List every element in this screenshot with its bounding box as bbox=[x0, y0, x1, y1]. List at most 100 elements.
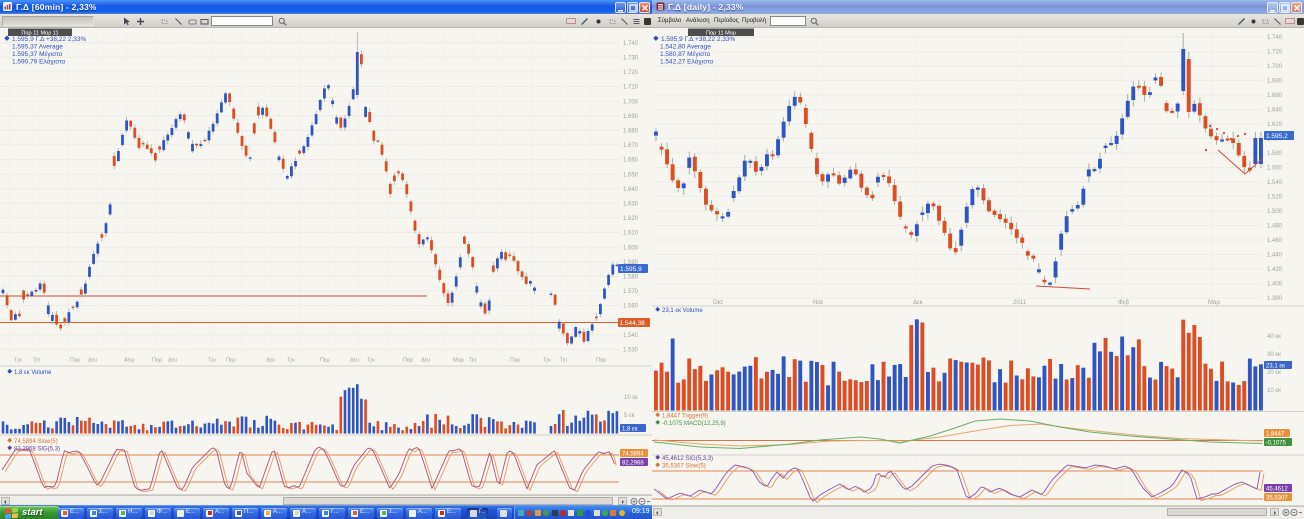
svg-text:Τρι: Τρι bbox=[543, 358, 551, 364]
svg-text:Παρ: Παρ bbox=[596, 358, 606, 364]
svg-text:Φεβ: Φεβ bbox=[1118, 300, 1129, 306]
svg-text:1,8447 Trigger(9): 1,8447 Trigger(9) bbox=[662, 414, 708, 420]
svg-text:Πεμ: Πεμ bbox=[320, 358, 330, 364]
svg-text:1.540: 1.540 bbox=[623, 333, 639, 339]
svg-text:1.660: 1.660 bbox=[1267, 93, 1283, 99]
svg-text:82,2968: 82,2968 bbox=[622, 461, 644, 467]
svg-text:Δευ: Δευ bbox=[88, 358, 97, 364]
svg-text:-0,1075 MACD(12,25,9): -0,1075 MACD(12,25,9) bbox=[662, 421, 726, 427]
svg-text:1.595,2: 1.595,2 bbox=[1266, 133, 1288, 140]
svg-text:1.542,80 Average: 1.542,80 Average bbox=[660, 44, 711, 51]
svg-text:1.595,37 Average: 1.595,37 Average bbox=[12, 44, 63, 51]
svg-text:23,1 εκ: 23,1 εκ bbox=[1266, 364, 1286, 370]
svg-text:1.630: 1.630 bbox=[623, 202, 639, 208]
svg-text:1.740: 1.740 bbox=[1267, 35, 1283, 41]
svg-text:1.670: 1.670 bbox=[623, 143, 639, 149]
svg-text:1.420: 1.420 bbox=[1267, 267, 1283, 273]
svg-text:Οκτ: Οκτ bbox=[713, 300, 724, 306]
svg-text:1.520: 1.520 bbox=[1267, 195, 1283, 201]
svg-text:1.580: 1.580 bbox=[1267, 151, 1283, 157]
svg-text:1.690: 1.690 bbox=[623, 114, 639, 120]
svg-text:Τετ: Τετ bbox=[33, 358, 41, 364]
svg-text:1.710: 1.710 bbox=[623, 85, 639, 91]
svg-text:Δευ: Δευ bbox=[421, 358, 430, 364]
svg-text:Παρ: Παρ bbox=[403, 358, 413, 364]
svg-text:10 εκ: 10 εκ bbox=[1267, 388, 1282, 394]
svg-text:Δευ: Δευ bbox=[168, 358, 177, 364]
svg-text:1.380: 1.380 bbox=[1267, 296, 1283, 302]
svg-text:23,1 εκ Volume: 23,1 εκ Volume bbox=[662, 308, 703, 314]
svg-text:1.600: 1.600 bbox=[623, 245, 639, 251]
svg-text:1.590,79 Ελάχιστο: 1.590,79 Ελάχιστο bbox=[12, 58, 66, 66]
svg-text:1.680: 1.680 bbox=[623, 129, 639, 135]
svg-text:Μαρ: Μαρ bbox=[453, 358, 464, 364]
svg-text:1.590: 1.590 bbox=[623, 260, 639, 266]
svg-text:Παρ: Παρ bbox=[510, 358, 520, 364]
svg-text:1.580: 1.580 bbox=[623, 275, 639, 281]
svg-text:1.570: 1.570 bbox=[623, 289, 639, 295]
svg-text:Παρ: Παρ bbox=[70, 358, 80, 364]
svg-text:-0,1075: -0,1075 bbox=[1266, 441, 1287, 447]
svg-text:1.650: 1.650 bbox=[623, 172, 639, 178]
svg-text:1.560: 1.560 bbox=[623, 304, 639, 310]
svg-text:30 εκ: 30 εκ bbox=[1267, 352, 1282, 358]
svg-text:1.544,38: 1.544,38 bbox=[620, 320, 646, 327]
svg-text:20 εκ: 20 εκ bbox=[1267, 370, 1282, 376]
svg-text:1.700: 1.700 bbox=[623, 99, 639, 105]
svg-text:1.720: 1.720 bbox=[623, 70, 639, 76]
svg-text:1.620: 1.620 bbox=[623, 216, 639, 222]
svg-text:1.660: 1.660 bbox=[623, 158, 639, 164]
svg-text:Νοε: Νοε bbox=[813, 300, 824, 306]
svg-text:Παρ: Παρ bbox=[152, 358, 162, 364]
svg-text:Τρι: Τρι bbox=[14, 358, 22, 364]
svg-text:1.720: 1.720 bbox=[1267, 50, 1283, 56]
svg-text:2011: 2011 bbox=[1013, 300, 1027, 306]
svg-text:1.595,9 Γ.Δ +38,22 2,33%: 1.595,9 Γ.Δ +38,22 2,33% bbox=[661, 36, 735, 43]
svg-text:Δευ: Δευ bbox=[266, 358, 275, 364]
svg-text:1.580,87 Μέγιστο: 1.580,87 Μέγιστο bbox=[660, 50, 711, 58]
svg-text:Δεκ: Δεκ bbox=[913, 300, 924, 306]
svg-text:Απρ: Απρ bbox=[124, 358, 135, 364]
svg-text:1.700: 1.700 bbox=[1267, 64, 1283, 70]
svg-text:Δευ: Δευ bbox=[350, 358, 359, 364]
svg-text:45,4612 SIG(5,3,3): 45,4612 SIG(5,3,3) bbox=[662, 456, 713, 462]
svg-text:Τρι: Τρι bbox=[287, 358, 295, 364]
svg-text:1,8 εκ: 1,8 εκ bbox=[622, 427, 639, 433]
svg-text:1.560: 1.560 bbox=[1267, 166, 1283, 172]
svg-text:74,5894: 74,5894 bbox=[622, 452, 644, 458]
svg-text:5 εκ: 5 εκ bbox=[624, 413, 636, 419]
svg-text:Τετ: Τετ bbox=[469, 358, 477, 364]
svg-text:1,8447: 1,8447 bbox=[1266, 432, 1285, 438]
svg-text:1.595,9: 1.595,9 bbox=[620, 266, 642, 273]
svg-text:1.640: 1.640 bbox=[1267, 108, 1283, 114]
svg-text:1.640: 1.640 bbox=[623, 187, 639, 193]
svg-text:1.610: 1.610 bbox=[623, 231, 639, 237]
svg-text:1.730: 1.730 bbox=[623, 56, 639, 62]
svg-text:Πεμ: Πεμ bbox=[226, 358, 236, 364]
svg-text:1.740: 1.740 bbox=[623, 41, 639, 47]
svg-text:Τρι: Τρι bbox=[208, 358, 216, 364]
svg-text:1.400: 1.400 bbox=[1267, 282, 1283, 288]
svg-text:1.540: 1.540 bbox=[1267, 180, 1283, 186]
svg-text:1.480: 1.480 bbox=[1267, 224, 1283, 230]
svg-text:1,8 εκ Volume: 1,8 εκ Volume bbox=[14, 370, 52, 376]
svg-text:Μαρ: Μαρ bbox=[1208, 300, 1220, 306]
svg-text:45,4612: 45,4612 bbox=[1266, 487, 1288, 493]
svg-text:40 εκ: 40 εκ bbox=[1267, 334, 1282, 340]
svg-text:1.460: 1.460 bbox=[1267, 238, 1283, 244]
svg-text:35,5307 Slow(5): 35,5307 Slow(5) bbox=[662, 464, 706, 470]
svg-text:1.542,27 Ελάχιστο: 1.542,27 Ελάχιστο bbox=[660, 58, 714, 66]
svg-text:1.440: 1.440 bbox=[1267, 253, 1283, 259]
svg-text:1.500: 1.500 bbox=[1267, 209, 1283, 215]
svg-text:1.530: 1.530 bbox=[623, 348, 639, 354]
svg-text:Τρι: Τρι bbox=[367, 358, 375, 364]
svg-text:1.595,37 Μέγιστο: 1.595,37 Μέγιστο bbox=[12, 50, 63, 58]
svg-text:82,2968 SIG(5,3): 82,2968 SIG(5,3) bbox=[14, 447, 60, 453]
svg-text:Παρ 11 Μαρ: Παρ 11 Μαρ bbox=[706, 31, 736, 37]
svg-text:1.680: 1.680 bbox=[1267, 79, 1283, 85]
svg-text:10 εκ: 10 εκ bbox=[624, 395, 639, 401]
svg-text:1.595,9 Γ.Δ +38,22 2,33%: 1.595,9 Γ.Δ +38,22 2,33% bbox=[12, 36, 86, 43]
svg-text:35,5307: 35,5307 bbox=[1266, 496, 1288, 502]
svg-text:1.620: 1.620 bbox=[1267, 122, 1283, 128]
svg-text:Τετ: Τετ bbox=[560, 358, 568, 364]
